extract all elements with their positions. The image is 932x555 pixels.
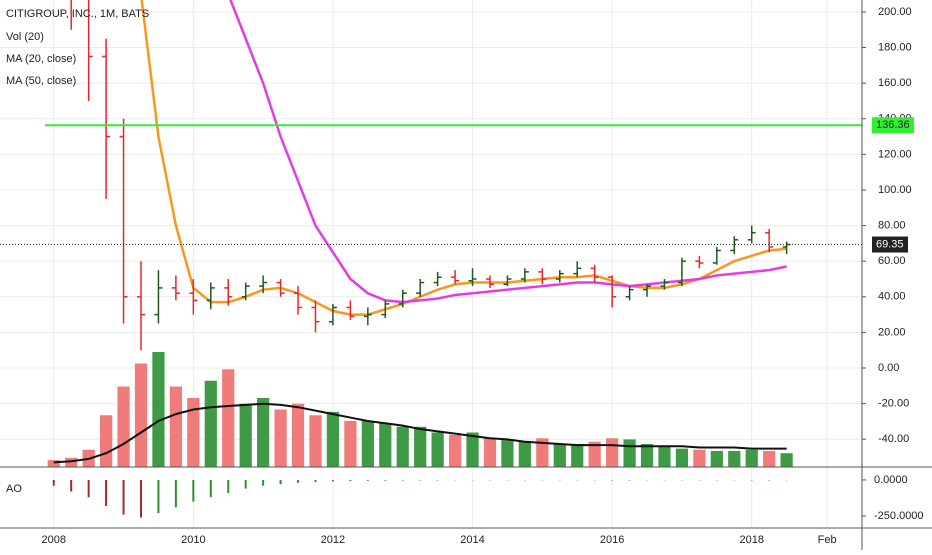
y-tick-label: 160.00	[878, 77, 912, 89]
volume-bar	[693, 449, 706, 467]
last-price-box	[872, 236, 908, 253]
volume-bar	[466, 432, 479, 467]
volume-bar	[623, 439, 636, 467]
volume-bar	[309, 415, 322, 467]
volume-bar	[204, 380, 217, 467]
volume-bar	[361, 421, 374, 467]
legend-title: CITIGROUP, INC., 1M, BATS	[6, 8, 149, 20]
volume-bar	[414, 426, 427, 467]
labels: CITIGROUP, INC., 1M, BATS Vol (20) MA (2…	[6, 6, 924, 546]
volume-bar	[239, 403, 252, 467]
volume-bar	[274, 409, 287, 467]
x-tick-label: 2018	[739, 534, 763, 546]
y-tick-label: 40.00	[878, 291, 906, 303]
volume-bar	[257, 398, 270, 467]
volume-bar	[152, 352, 165, 467]
volume-ma-line	[53, 402, 787, 464]
price-pane	[0, 0, 862, 467]
volume-bar	[780, 453, 793, 467]
last-price-label: 69.35	[876, 238, 904, 250]
volume-bar	[134, 363, 148, 467]
volume-bar	[518, 441, 531, 467]
ao-y-tick-label: -250.0000	[874, 510, 924, 522]
volume-bar	[117, 386, 130, 467]
x-tick-label: 2008	[42, 534, 66, 546]
y-tick-label: 120.00	[878, 148, 912, 160]
volume-bar	[169, 386, 182, 467]
volume-bar	[728, 450, 741, 467]
volume-bar	[47, 460, 60, 467]
x-tick-label: 2010	[181, 534, 205, 546]
hline-label-box	[872, 117, 914, 134]
y-tick-label: 100.00	[878, 184, 912, 196]
volume-bar	[448, 434, 462, 467]
y-tick-label: 0.00	[878, 362, 899, 374]
volume-bar	[501, 439, 514, 467]
volume-bar	[222, 369, 235, 467]
volume-bar	[291, 403, 305, 467]
volume-bar	[588, 441, 601, 467]
y-tick-label: 80.00	[878, 219, 906, 231]
volume-bar	[187, 398, 200, 467]
y-tick-label: -40.00	[878, 433, 909, 445]
volume-bar	[763, 450, 776, 467]
volume-bar	[344, 421, 357, 467]
legend-ma20: MA (20, close)	[6, 53, 76, 65]
legend-ao: AO	[6, 483, 22, 495]
x-tick-label: 2014	[460, 534, 484, 546]
volume-bar	[553, 444, 566, 467]
volume-bar	[396, 426, 409, 467]
volume-bar	[65, 457, 78, 467]
volume-bar	[483, 438, 497, 467]
y-tick-label: 60.00	[878, 255, 906, 267]
volume-bar	[675, 448, 689, 467]
volume-bar	[326, 411, 340, 467]
volume-bar	[606, 438, 619, 467]
volume-bar	[640, 444, 654, 467]
legend-volume: Vol (20)	[6, 31, 44, 43]
volume-bar	[379, 423, 392, 467]
volume-bar	[571, 444, 584, 467]
y-tick-label: 200.00	[878, 6, 912, 18]
volume-bar	[745, 449, 758, 467]
x-tick-label: 2016	[600, 534, 624, 546]
legend-ma50: MA (50, close)	[6, 75, 76, 87]
volume-bar	[431, 432, 444, 467]
x-tick-label: 2012	[321, 534, 345, 546]
volume-bar	[710, 450, 723, 467]
y-tick-label: 20.00	[878, 326, 906, 338]
y-tick-label: 180.00	[878, 41, 912, 53]
volume-bar	[99, 415, 113, 467]
x-tick-label: Feb	[818, 534, 837, 546]
ao-y-tick-label: 0.0000	[874, 474, 908, 486]
hline-label: 136.36	[876, 119, 910, 131]
ao-pane	[52, 479, 788, 518]
volume-bar	[658, 446, 671, 467]
y-tick-label: -20.00	[878, 398, 909, 410]
volume-bar	[536, 438, 549, 467]
